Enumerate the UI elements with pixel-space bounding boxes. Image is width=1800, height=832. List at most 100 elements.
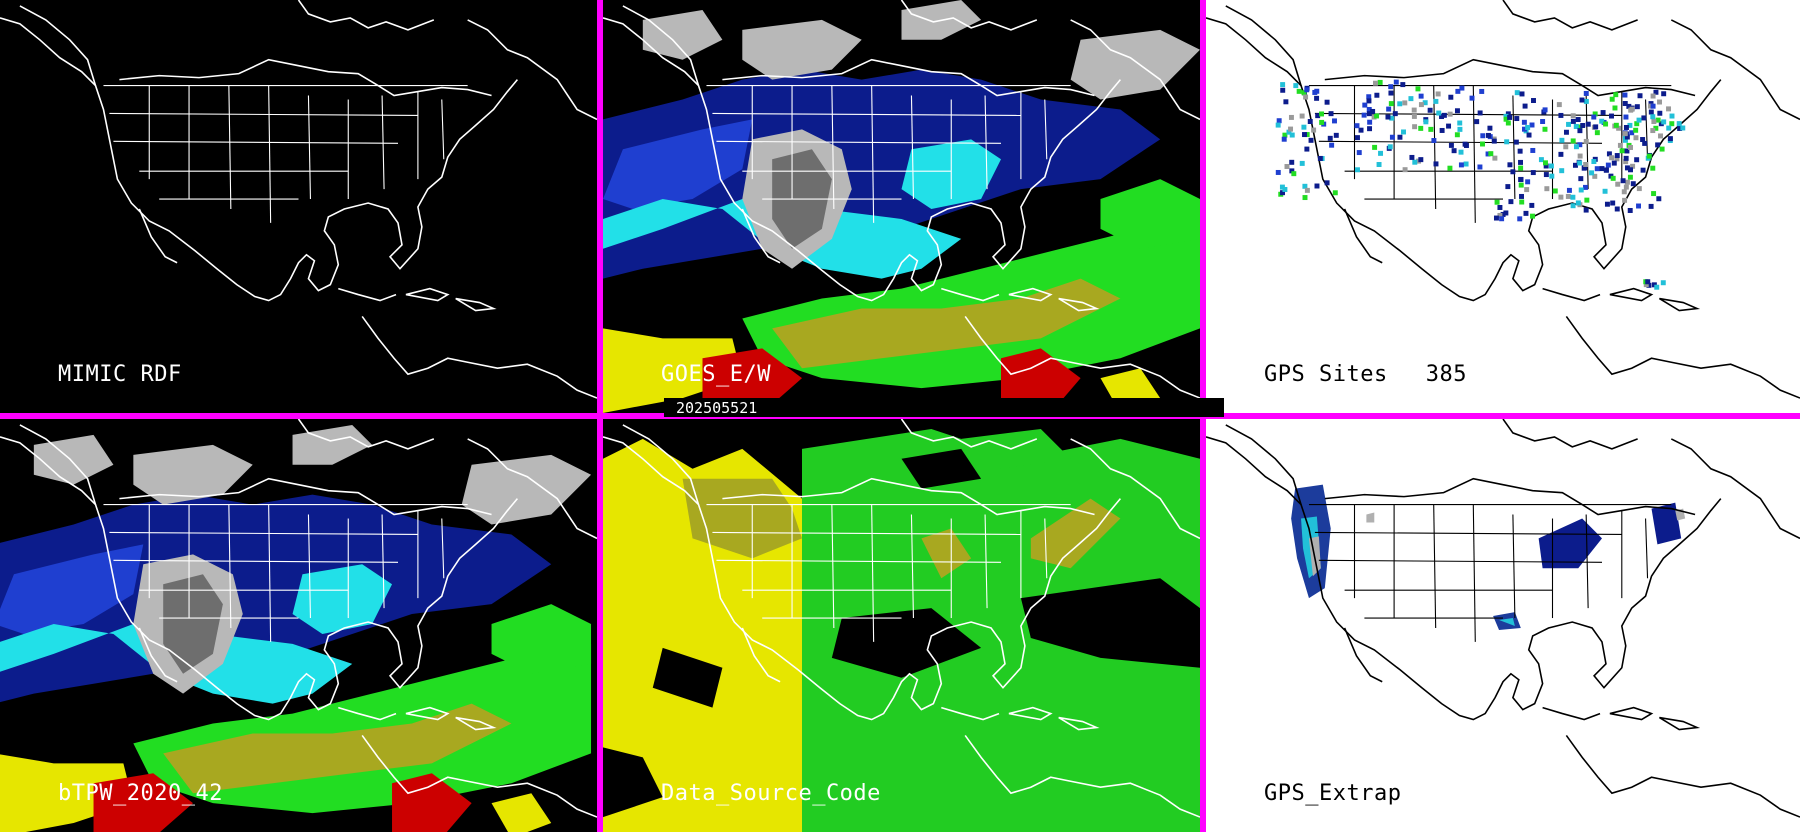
gps-site-marker (1658, 133, 1663, 139)
gps-site-marker (1491, 138, 1497, 144)
gps-site-marker (1513, 139, 1519, 145)
gps-site-marker (1433, 98, 1439, 104)
gps-site-marker (1593, 124, 1599, 130)
gps-site-marker (1570, 118, 1576, 124)
gps-site-marker (1573, 123, 1579, 129)
gps-site-marker (1636, 186, 1642, 192)
gps-site-marker (1289, 168, 1295, 174)
gps-site-marker (1606, 151, 1612, 157)
gps-site-marker (1540, 119, 1546, 124)
gps-site-marker (1604, 201, 1610, 207)
gps-site-marker (1388, 90, 1394, 96)
gps-site-marker (1441, 112, 1447, 118)
gps-site-marker (1633, 135, 1639, 141)
gps-site-marker (1408, 96, 1414, 102)
gps-site-marker (1354, 135, 1360, 141)
gps-site-marker (1614, 156, 1620, 162)
gps-site-marker (1288, 114, 1294, 120)
gps-site-marker (1411, 113, 1417, 119)
gps-site-marker (1454, 132, 1460, 138)
gps-site-marker (1603, 121, 1609, 127)
gps-site-marker (1293, 83, 1299, 89)
gps-site-marker (1525, 124, 1531, 130)
gps-site-marker (1556, 102, 1562, 108)
gps-site-marker (1616, 125, 1622, 131)
gps-site-marker (1627, 174, 1633, 180)
gps-site-marker (1378, 150, 1384, 156)
gps-site-marker (1458, 149, 1464, 155)
gps-site-marker (1487, 125, 1493, 131)
gps-site-marker (1648, 203, 1654, 209)
gps-site-marker (1299, 113, 1305, 119)
gps-site-marker (1385, 114, 1391, 120)
gps-site-marker (1480, 133, 1486, 139)
gps-site-marker (1622, 92, 1628, 98)
gps-site-marker (1356, 150, 1362, 156)
gps-site-marker (1529, 122, 1535, 128)
gps-site-marker (1446, 123, 1452, 129)
gps-site-marker (1680, 125, 1686, 131)
gps-site-marker (1543, 172, 1549, 178)
gps-site-marker (1666, 125, 1672, 131)
gps-site-marker (1629, 130, 1635, 136)
gps-site-marker (1657, 99, 1662, 105)
gps-site-marker (1474, 119, 1480, 125)
gps-site-marker (1559, 137, 1565, 143)
gps-site-marker (1634, 121, 1640, 127)
gps-site-marker (1275, 169, 1281, 175)
gps-site-marker (1499, 216, 1505, 222)
gps-site-marker (1558, 112, 1564, 118)
gps-site-marker (1418, 125, 1424, 131)
gps-site-marker (1630, 163, 1636, 169)
gps-site-marker (1517, 148, 1523, 154)
gps-site-marker (1643, 282, 1649, 288)
gps-site-marker (1633, 127, 1639, 133)
gps-site-marker (1315, 113, 1321, 119)
gps-site-marker (1623, 124, 1629, 130)
gps-site-marker (1418, 102, 1424, 108)
gps-site-marker (1634, 157, 1640, 163)
gps-site-marker (1641, 115, 1647, 121)
gps-site-marker (1324, 180, 1330, 186)
gps-site-marker (1580, 123, 1586, 128)
gps-site-marker (1518, 182, 1524, 188)
gps-site-marker (1575, 117, 1581, 123)
gps-site-marker (1415, 86, 1421, 92)
gps-site-marker (1477, 110, 1483, 116)
gps-site-marker (1303, 94, 1309, 100)
gps-site-marker (1653, 89, 1659, 95)
gps-site-marker (1584, 197, 1590, 203)
gps-site-marker (1629, 106, 1635, 112)
gps-site-marker (1651, 119, 1657, 124)
gps-site-marker (1612, 105, 1618, 111)
gps-site-marker (1570, 194, 1576, 200)
gps-site-marker (1280, 82, 1286, 88)
gps-site-marker (1669, 113, 1675, 119)
gps-site-marker (1594, 130, 1600, 136)
gps-site-marker (1573, 144, 1579, 150)
gps-site-marker (1600, 110, 1606, 116)
gps-site-marker (1397, 134, 1403, 140)
gps-site-marker (1577, 160, 1583, 166)
gps-site-marker (1603, 167, 1609, 173)
panel-label-mimic-rdf: MIMIC RDF (58, 362, 182, 387)
gps-site-marker (1558, 194, 1564, 200)
gps-site-marker (1371, 114, 1377, 120)
gps-site-marker (1412, 124, 1418, 130)
gps-site-marker (1624, 179, 1630, 185)
gps-site-marker (1646, 153, 1652, 159)
gps-site-marker (1469, 95, 1475, 101)
gps-site-marker (1492, 155, 1498, 161)
panel-gps-extrap: GPS_Extrap (1206, 419, 1800, 832)
gps-site-marker (1304, 132, 1310, 138)
gps-site-marker (1289, 159, 1295, 165)
gps-site-marker (1402, 167, 1408, 173)
panel-btpw: bTPW_2020_42 (0, 419, 597, 832)
gps-site-markers (1275, 79, 1686, 290)
map-data-source-code (603, 419, 1200, 832)
gps-site-marker (1634, 104, 1640, 110)
gps-site-marker (1514, 90, 1520, 96)
gps-site-marker (1583, 207, 1589, 213)
gps-site-marker (1519, 91, 1525, 97)
gps-site-marker (1299, 160, 1305, 166)
